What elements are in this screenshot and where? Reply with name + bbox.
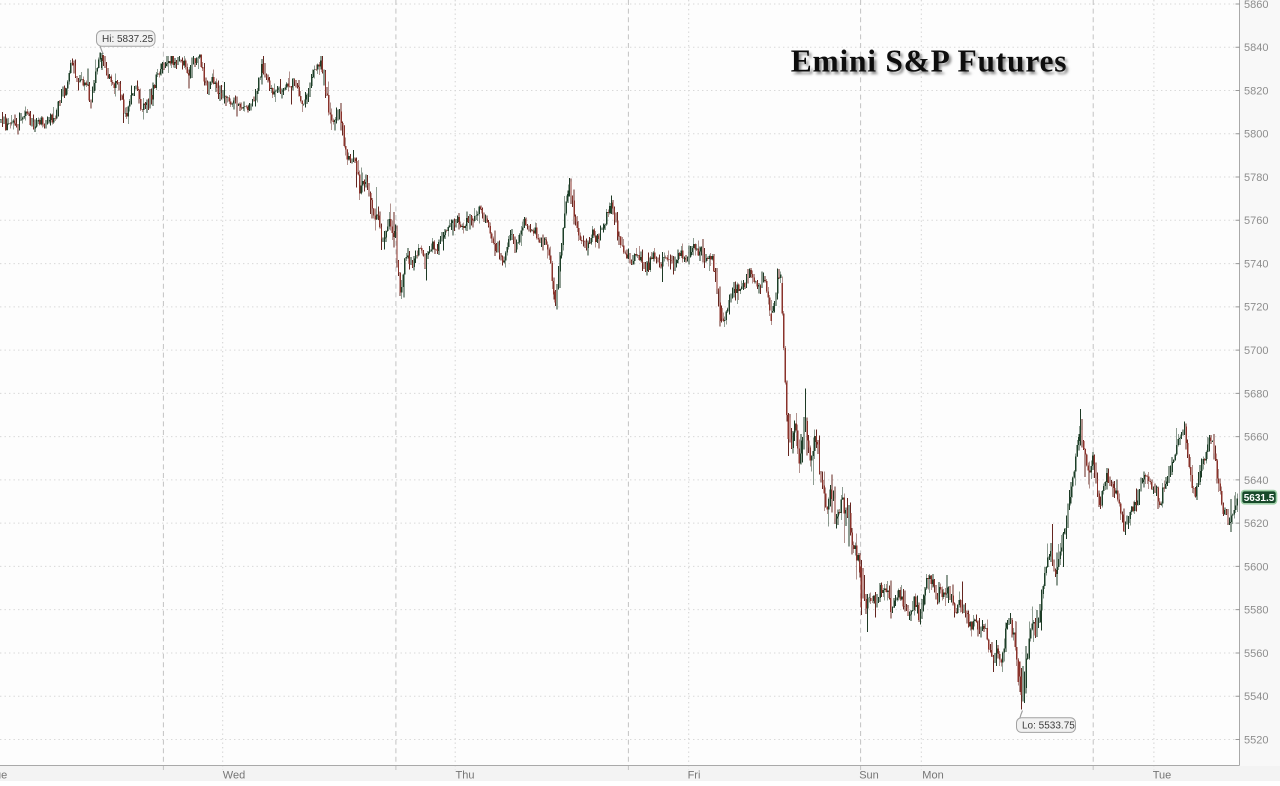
svg-text:5620: 5620: [1244, 518, 1268, 530]
svg-text:5780: 5780: [1244, 172, 1268, 184]
svg-text:Fri: Fri: [688, 770, 701, 782]
svg-text:5700: 5700: [1244, 345, 1268, 357]
svg-text:5800: 5800: [1244, 129, 1268, 141]
svg-text:5860: 5860: [1244, 0, 1268, 11]
svg-text:Tue: Tue: [0, 770, 7, 782]
svg-text:5760: 5760: [1244, 215, 1268, 227]
svg-text:Thu: Thu: [456, 770, 475, 782]
svg-text:Emini S&P Futures: Emini S&P Futures: [791, 44, 1067, 79]
svg-text:5640: 5640: [1244, 475, 1268, 487]
svg-text:Hi: 5837.25: Hi: 5837.25: [102, 34, 154, 45]
svg-text:5680: 5680: [1244, 388, 1268, 400]
svg-text:Sun: Sun: [859, 770, 879, 782]
svg-text:Wed: Wed: [223, 770, 245, 782]
svg-text:5840: 5840: [1244, 42, 1268, 54]
svg-text:5631.5: 5631.5: [1244, 493, 1275, 504]
svg-text:5520: 5520: [1244, 734, 1268, 746]
svg-text:5740: 5740: [1244, 258, 1268, 270]
svg-text:5540: 5540: [1244, 691, 1268, 703]
svg-text:5600: 5600: [1244, 561, 1268, 573]
svg-text:5560: 5560: [1244, 648, 1268, 660]
svg-text:Tue: Tue: [1153, 770, 1172, 782]
svg-text:5720: 5720: [1244, 302, 1268, 314]
svg-text:Mon: Mon: [922, 770, 943, 782]
svg-text:5580: 5580: [1244, 605, 1268, 617]
svg-text:5660: 5660: [1244, 432, 1268, 444]
svg-text:5820: 5820: [1244, 85, 1268, 97]
svg-text:Lo: 5533.75: Lo: 5533.75: [1022, 721, 1075, 732]
